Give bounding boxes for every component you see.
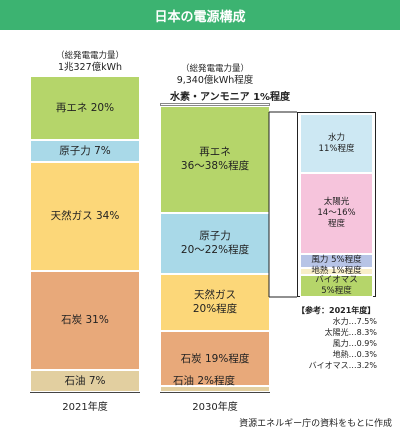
segment-label-renewable-1-1: 36～38%程度 <box>180 160 250 173</box>
bar-segment-nuclear-1: 原子力 20～22%程度 <box>160 212 270 274</box>
total-2021: （総発電電力量） 1兆327億kWh <box>35 50 145 74</box>
breakdown-label-wind-0: 風力 5%程度 <box>311 255 362 266</box>
breakdown-label-solar-0: 太陽光 <box>323 197 350 208</box>
bar-segment-renewable-1: 再エネ 36～38%程度 <box>160 105 270 213</box>
bar-segment-oil-0: 石油 7% <box>30 369 140 392</box>
total-2021-caption: （総発電電力量） <box>55 51 124 61</box>
breakdown-segment-wind: 風力 5%程度 <box>300 253 373 268</box>
total-2030-value: 9,340億kWh程度 <box>176 75 254 86</box>
renewable-breakdown-box: 水力 11%程度 太陽光 14～16% 程度 風力 5%程度 地熱 1%程度 バイオマス 5%程… <box>297 112 376 297</box>
total-2030: （総発電電力量） 9,340億kWh程度 <box>160 63 270 87</box>
reference-row-4: バイオマス…3.2% <box>308 361 377 370</box>
bar-segment-nuclear-0: 原子力 7% <box>30 139 140 163</box>
total-2030-caption: （総発電電力量） <box>180 64 249 74</box>
segment-label-gas-0-0: 天然ガス 34% <box>50 210 120 223</box>
segment-label-renewable-1-0: 再エネ <box>199 146 231 159</box>
segment-label-renewable-0-0: 再エネ 20% <box>55 101 115 114</box>
breakdown-label-geothermal-0: 地熱 1%程度 <box>311 266 362 277</box>
reference-heading: 【参考：2021年度】 <box>297 306 376 315</box>
reference-row-1: 太陽光…8.3% <box>324 328 377 337</box>
breakdown-label-biomass-1: 5%程度 <box>321 286 352 297</box>
segment-label-oil-0-0: 石油 7% <box>64 374 106 387</box>
breakdown-label-solar-1: 14～16% <box>317 208 356 219</box>
baseline-2021 <box>30 392 140 393</box>
bar-segment-renewable-0: 再エネ 20% <box>30 76 140 140</box>
segment-label-nuclear-0-0: 原子力 7% <box>59 144 111 157</box>
segment-label-nuclear-1-0: 原子力 <box>199 230 231 243</box>
x-label-2030: 2030年度 <box>192 402 238 413</box>
x-label-2021: 2021年度 <box>62 402 108 413</box>
breakdown-label-hydro-0: 水力 <box>327 132 345 143</box>
bar-segment-oil-1: 石油 2%程度 <box>160 375 270 392</box>
reference-row-3: 地熱…0.3% <box>332 350 377 359</box>
hydrogen-ammonia-label: 水素・アンモニア 1%程度 <box>170 92 291 103</box>
segment-label-nuclear-1-1: 20～22%程度 <box>180 244 250 257</box>
reference-2021: 【参考：2021年度】 水力…7.5% 太陽光…8.3% 風力…0.9% 地熱…0.3… <box>297 305 377 371</box>
bar-segment-gas-1: 天然ガス 20%程度 <box>160 273 270 332</box>
breakdown-label-hydro-1: 11%程度 <box>318 143 355 154</box>
reference-row-0: 水力…7.5% <box>332 317 377 326</box>
segment-label-oil-1-0: 石油 2%程度 <box>173 374 235 387</box>
breakdown-label-biomass-0: バイオマス <box>315 275 358 286</box>
breakdown-label-solar-2: 程度 <box>327 219 345 230</box>
chart-title: 日本の電源構成 <box>0 0 400 30</box>
segment-label-coal-1-0: 石炭 19%程度 <box>180 352 250 365</box>
reference-row-2: 風力…0.9% <box>332 339 377 348</box>
breakdown-segment-solar: 太陽光 14～16% 程度 <box>300 173 373 254</box>
bar-segment-coal-1: 石炭 19%程度 <box>160 331 270 387</box>
segment-label-gas-1-0: 天然ガス <box>194 289 236 302</box>
breakdown-segment-geothermal: 地熱 1%程度 <box>300 266 373 277</box>
bar-segment-gas-0: 天然ガス 34% <box>30 162 140 271</box>
total-2021-value: 1兆327億kWh <box>57 62 123 73</box>
baseline-2030 <box>160 392 270 393</box>
breakdown-segment-hydro: 水力 11%程度 <box>300 114 373 174</box>
bar-segment-coal-0: 石炭 31% <box>30 270 140 370</box>
segment-label-coal-0-0: 石炭 31% <box>61 314 109 327</box>
breakdown-segment-biomass: バイオマス 5%程度 <box>300 275 373 297</box>
segment-label-gas-1-1: 20%程度 <box>192 303 238 316</box>
source-note: 資源エネルギー庁の資料をもとに作成 <box>239 419 392 429</box>
bar-segment-hydrogen-1 <box>160 103 270 106</box>
